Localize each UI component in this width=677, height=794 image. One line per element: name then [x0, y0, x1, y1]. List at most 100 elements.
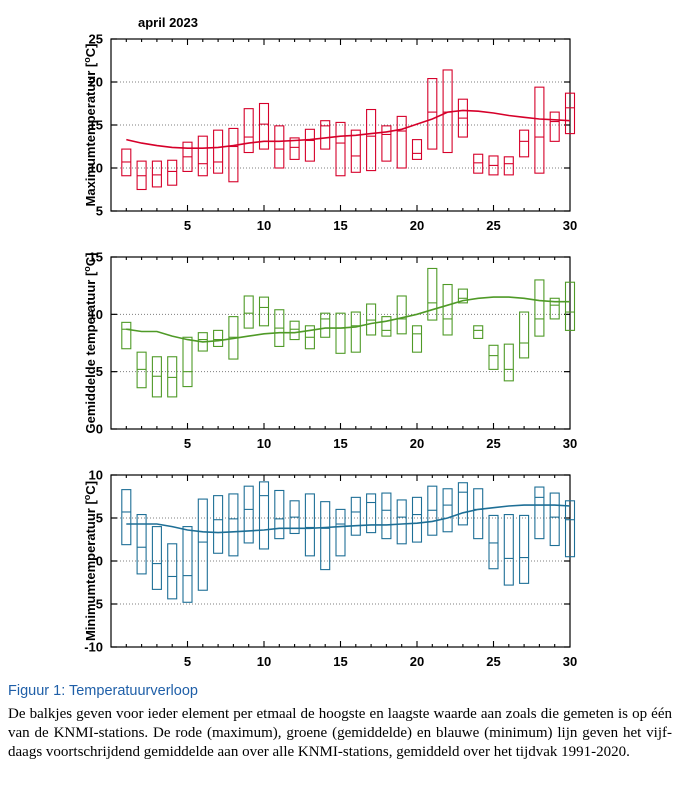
min-day-box: [503, 514, 514, 586]
x-tick-label: 5: [184, 654, 191, 669]
mean-day-box: [151, 356, 162, 398]
y-tick-label: 20: [89, 75, 103, 90]
mean-day-box: [258, 296, 270, 327]
max-day-box: [366, 108, 377, 172]
mean-day-box: [289, 320, 300, 341]
y-tick-label: 5: [96, 204, 103, 219]
min-temperature-panel: -10 -5 0 5 10 5 10 15 20 25 30 Minimumtemperatuur […: [82, 468, 577, 670]
min-day-box: [473, 488, 484, 540]
min-day-box: [564, 500, 576, 558]
mean-day-box: [442, 283, 453, 336]
min-day-box: [457, 482, 468, 526]
y-tick-label: 15: [89, 118, 103, 133]
mean-day-box: [488, 344, 499, 370]
x-tick-label: 20: [410, 218, 424, 233]
min-day-box: [396, 499, 407, 545]
mean-day-box: [473, 325, 484, 339]
min-y-axis-title: Minimumtemperatuur [oC]: [82, 481, 98, 641]
max-day-box: [396, 115, 407, 169]
min-day-box: [243, 485, 254, 544]
mean-day-box: [381, 316, 392, 337]
max-day-box: [350, 129, 361, 173]
mean-day-box: [167, 356, 178, 398]
max-day-box: [564, 92, 576, 135]
x-tick-label: 30: [563, 436, 577, 451]
max-day-box: [320, 120, 331, 150]
x-tick-label: 25: [486, 436, 500, 451]
mean-day-box: [427, 267, 438, 321]
min-day-box: [488, 514, 499, 570]
temperature-charts: 5 10 15 20 25 5 10 15 20 25 30 Maximumtemperatuur […: [82, 15, 577, 670]
y-tick-label: 10: [89, 468, 103, 483]
min-day-box: [213, 495, 224, 554]
y-tick-label: -10: [84, 640, 103, 655]
mean-day-box: [519, 311, 530, 359]
min-day-box: [549, 492, 560, 547]
max-day-box: [503, 156, 514, 176]
max-day-box: [243, 108, 254, 154]
mean-running-mean-line: [126, 296, 570, 343]
mean-day-box: [457, 288, 468, 304]
x-tick-label: 15: [333, 654, 347, 669]
mean-day-box: [121, 321, 132, 350]
min-day-box: [442, 488, 453, 533]
max-day-box: [213, 129, 224, 174]
caption-text: De balkjes geven voor ieder element per …: [8, 706, 672, 760]
y-tick-label: 5: [96, 364, 103, 379]
max-day-box: [335, 121, 346, 177]
min-day-box: [366, 493, 377, 534]
max-day-box: [228, 127, 239, 183]
max-day-box: [258, 102, 270, 150]
min-day-box: [320, 501, 331, 571]
y-tick-label: 25: [89, 32, 103, 47]
x-tick-label: 30: [563, 654, 577, 669]
max-day-box: [304, 128, 315, 162]
y-tick-label: 0: [96, 422, 103, 437]
max-day-box: [549, 111, 560, 142]
min-day-box: [121, 489, 132, 546]
mean-day-box: [243, 295, 254, 329]
max-temperature-panel: 5 10 15 20 25 5 10 15 20 25 30 Maximumtemperatuur […: [82, 15, 577, 233]
max-day-box: [289, 137, 300, 160]
max-day-box: [411, 139, 423, 160]
mean-plot-frame: [110, 256, 571, 430]
min-day-box: [151, 526, 162, 590]
x-tick-label: 10: [257, 436, 271, 451]
y-tick-label: 0: [96, 554, 103, 569]
x-tick-label: 5: [184, 218, 191, 233]
x-tick-label: 20: [410, 436, 424, 451]
y-tick-label: -5: [91, 597, 103, 612]
mean-day-box: [213, 329, 224, 347]
min-day-box: [197, 498, 208, 591]
min-running-mean-line: [126, 504, 571, 534]
y-tick-label: 5: [96, 511, 103, 526]
figure-caption: Figuur 1: Temperatuurverloop De balkjes …: [8, 683, 672, 762]
max-day-box: [534, 86, 545, 174]
x-tick-label: 10: [257, 654, 271, 669]
mean-y-axis-title: Gemiddelde temperatuur [oC]: [82, 252, 98, 433]
x-tick-label: 30: [563, 218, 577, 233]
min-day-box: [411, 496, 423, 543]
max-day-box: [427, 78, 438, 150]
min-day-box: [335, 508, 346, 557]
x-tick-label: 15: [333, 436, 347, 451]
min-day-box: [228, 493, 239, 557]
mean-day-box: [396, 295, 407, 335]
mean-day-box: [564, 281, 576, 331]
min-day-box: [350, 496, 361, 536]
max-day-box: [274, 125, 285, 169]
max-running-mean-line: [126, 109, 571, 149]
x-tick-label: 5: [184, 436, 191, 451]
mean-day-box: [549, 297, 560, 320]
min-day-box: [381, 492, 392, 540]
mean-day-box: [320, 312, 331, 338]
y-tick-label: 10: [89, 161, 103, 176]
min-day-box: [136, 514, 147, 575]
max-day-box: [519, 129, 530, 158]
y-tick-label: 10: [89, 307, 103, 322]
max-y-axis-title: Maximumtemperatuur [oC]: [82, 44, 98, 207]
mean-day-box: [411, 325, 423, 353]
min-day-box: [519, 514, 530, 584]
mean-day-box: [350, 311, 361, 353]
x-tick-label: 10: [257, 218, 271, 233]
